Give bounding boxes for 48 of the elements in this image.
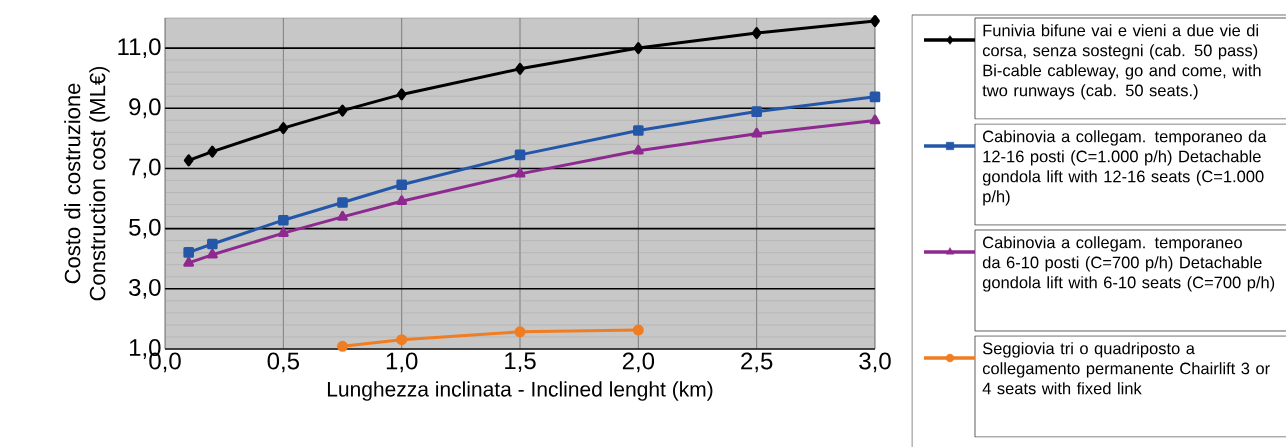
y-axis-title: Costo di costruzione Construction cost (ML€) bbox=[64, 66, 110, 301]
x-tick-label: 2,5 bbox=[741, 352, 773, 373]
point bbox=[632, 324, 644, 336]
y-tick-label: 5,0 bbox=[129, 218, 161, 239]
point bbox=[277, 227, 289, 237]
point bbox=[869, 114, 881, 125]
point bbox=[514, 149, 526, 161]
y-tick-label: 3,0 bbox=[129, 278, 161, 299]
point bbox=[396, 179, 407, 190]
y-tick-label: 7,0 bbox=[129, 158, 161, 179]
point bbox=[183, 154, 194, 167]
point bbox=[207, 145, 218, 158]
point bbox=[337, 104, 348, 117]
point bbox=[870, 15, 880, 27]
point bbox=[751, 27, 762, 40]
y-tick-label: 9,0 bbox=[129, 98, 161, 119]
point bbox=[396, 334, 408, 346]
x-tick-label: 1,0 bbox=[386, 352, 418, 373]
point bbox=[337, 197, 348, 208]
point bbox=[514, 167, 526, 178]
y-tick-label: 11,0 bbox=[118, 38, 161, 58]
point bbox=[278, 214, 289, 226]
legend-label: Cabinovia a collegam. temporaneo da 12-16 posti (C=1.000 p/h) Detachable gondola lift with 12-16 seats (C=1.000 p/h) bbox=[982, 130, 1267, 206]
point bbox=[751, 106, 762, 117]
point bbox=[396, 195, 408, 205]
point bbox=[183, 247, 194, 258]
x-tick-label: 2,0 bbox=[622, 352, 655, 373]
x-tick-label: 1,5 bbox=[505, 352, 536, 373]
point bbox=[337, 210, 348, 221]
x-axis-title: Lunghezza inclinata - Inclined lenght (km) bbox=[327, 381, 713, 401]
point bbox=[337, 340, 349, 352]
point bbox=[278, 122, 289, 135]
point bbox=[183, 256, 195, 267]
point bbox=[514, 326, 526, 338]
point bbox=[396, 88, 407, 101]
point bbox=[515, 62, 525, 75]
x-tick-label: 0,5 bbox=[267, 352, 300, 373]
point bbox=[207, 238, 218, 250]
point bbox=[633, 42, 644, 55]
point bbox=[869, 91, 881, 103]
point bbox=[633, 125, 644, 136]
legend-label: Cabinovia a collegam. temporaneo da 6-10 posti (C=700 p/h) Detachable gondola lift with 6-10 seats (C=700 p/h) bbox=[982, 236, 1275, 292]
point bbox=[206, 248, 218, 259]
legend-label: Seggiovia tri o quadriposto a collegamento permanente Chairlift 3 or 4 seats with fixed link bbox=[982, 342, 1270, 395]
point bbox=[751, 127, 763, 138]
legend-label: Funivia bifune vai e vieni a due vie di corsa, senza sostegni (cab. 50 pass) Bi-cable cableway, go and come, with two runways (cab. 50 seats.) bbox=[982, 24, 1261, 100]
x-tick-label: 3,0 bbox=[859, 352, 891, 373]
point bbox=[632, 144, 644, 155]
